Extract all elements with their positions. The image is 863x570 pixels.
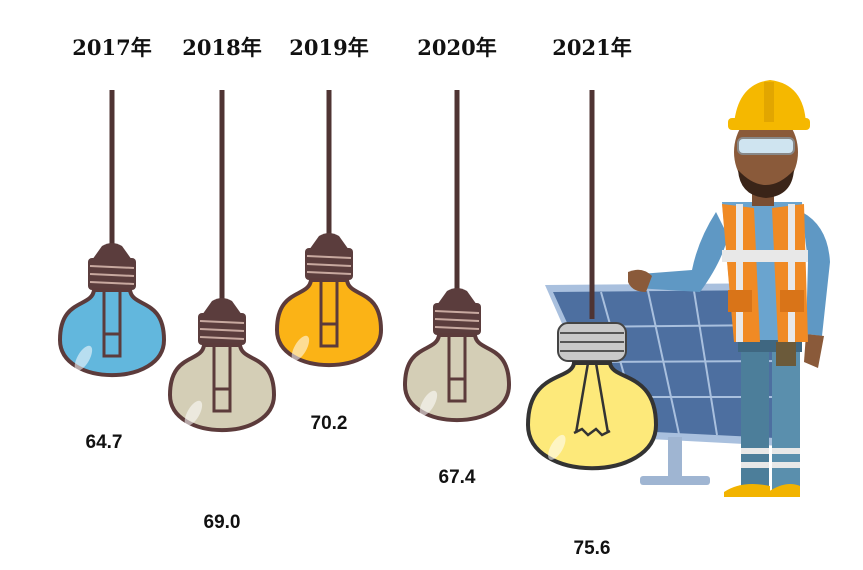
- value-label: 70.2: [310, 413, 348, 434]
- value-label: 67.4: [438, 467, 476, 488]
- value-label: 64.7: [85, 432, 123, 453]
- engineer-figure: [628, 80, 830, 497]
- year-label: 2017年: [72, 35, 152, 60]
- year-label: 2020年: [417, 35, 497, 60]
- year-label: 2021年: [552, 35, 632, 60]
- value-label: 75.6: [573, 538, 611, 559]
- year-label: 2018年: [182, 35, 262, 60]
- value-label: 69.0: [203, 512, 241, 533]
- year-label: 2019年: [289, 35, 369, 60]
